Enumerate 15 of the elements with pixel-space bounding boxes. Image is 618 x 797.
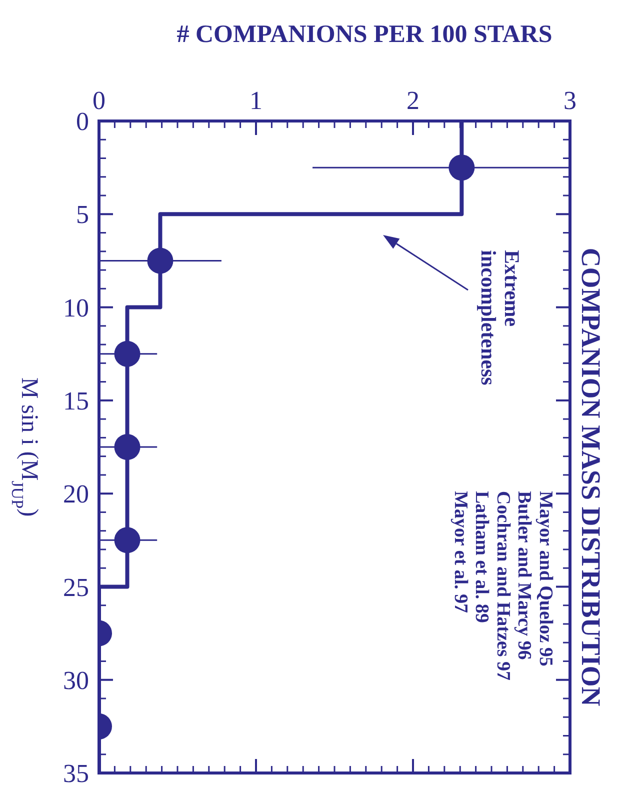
x-tick-label: 1 (250, 86, 262, 115)
annotation: Mayor and Queloz 95 Butler and Marcy 96 Cochran and Hatzes 97 Latham et al. 89 Mayor et al. 97 (450, 491, 556, 681)
y-tick-label: 0 (76, 107, 89, 136)
x-tick-label: 2 (406, 86, 420, 115)
text: COMPANION MASS DISTRIBUTION (576, 248, 606, 707)
y-tick-label: 20 (63, 480, 89, 509)
y-tick-label: 25 (63, 572, 89, 602)
y-tick-label: 10 (63, 293, 89, 322)
x-axis-title: # COMPANIONS PER 100 STARS (176, 21, 552, 48)
y-tick-label: 30 (63, 666, 89, 695)
x-tick-label: 3 (564, 86, 576, 115)
y-tick-label: 5 (76, 200, 89, 230)
y-tick-label: 15 (63, 386, 89, 416)
y-tick-label: 35 (63, 759, 89, 788)
annotation: Extreme incompleteness (476, 250, 524, 386)
